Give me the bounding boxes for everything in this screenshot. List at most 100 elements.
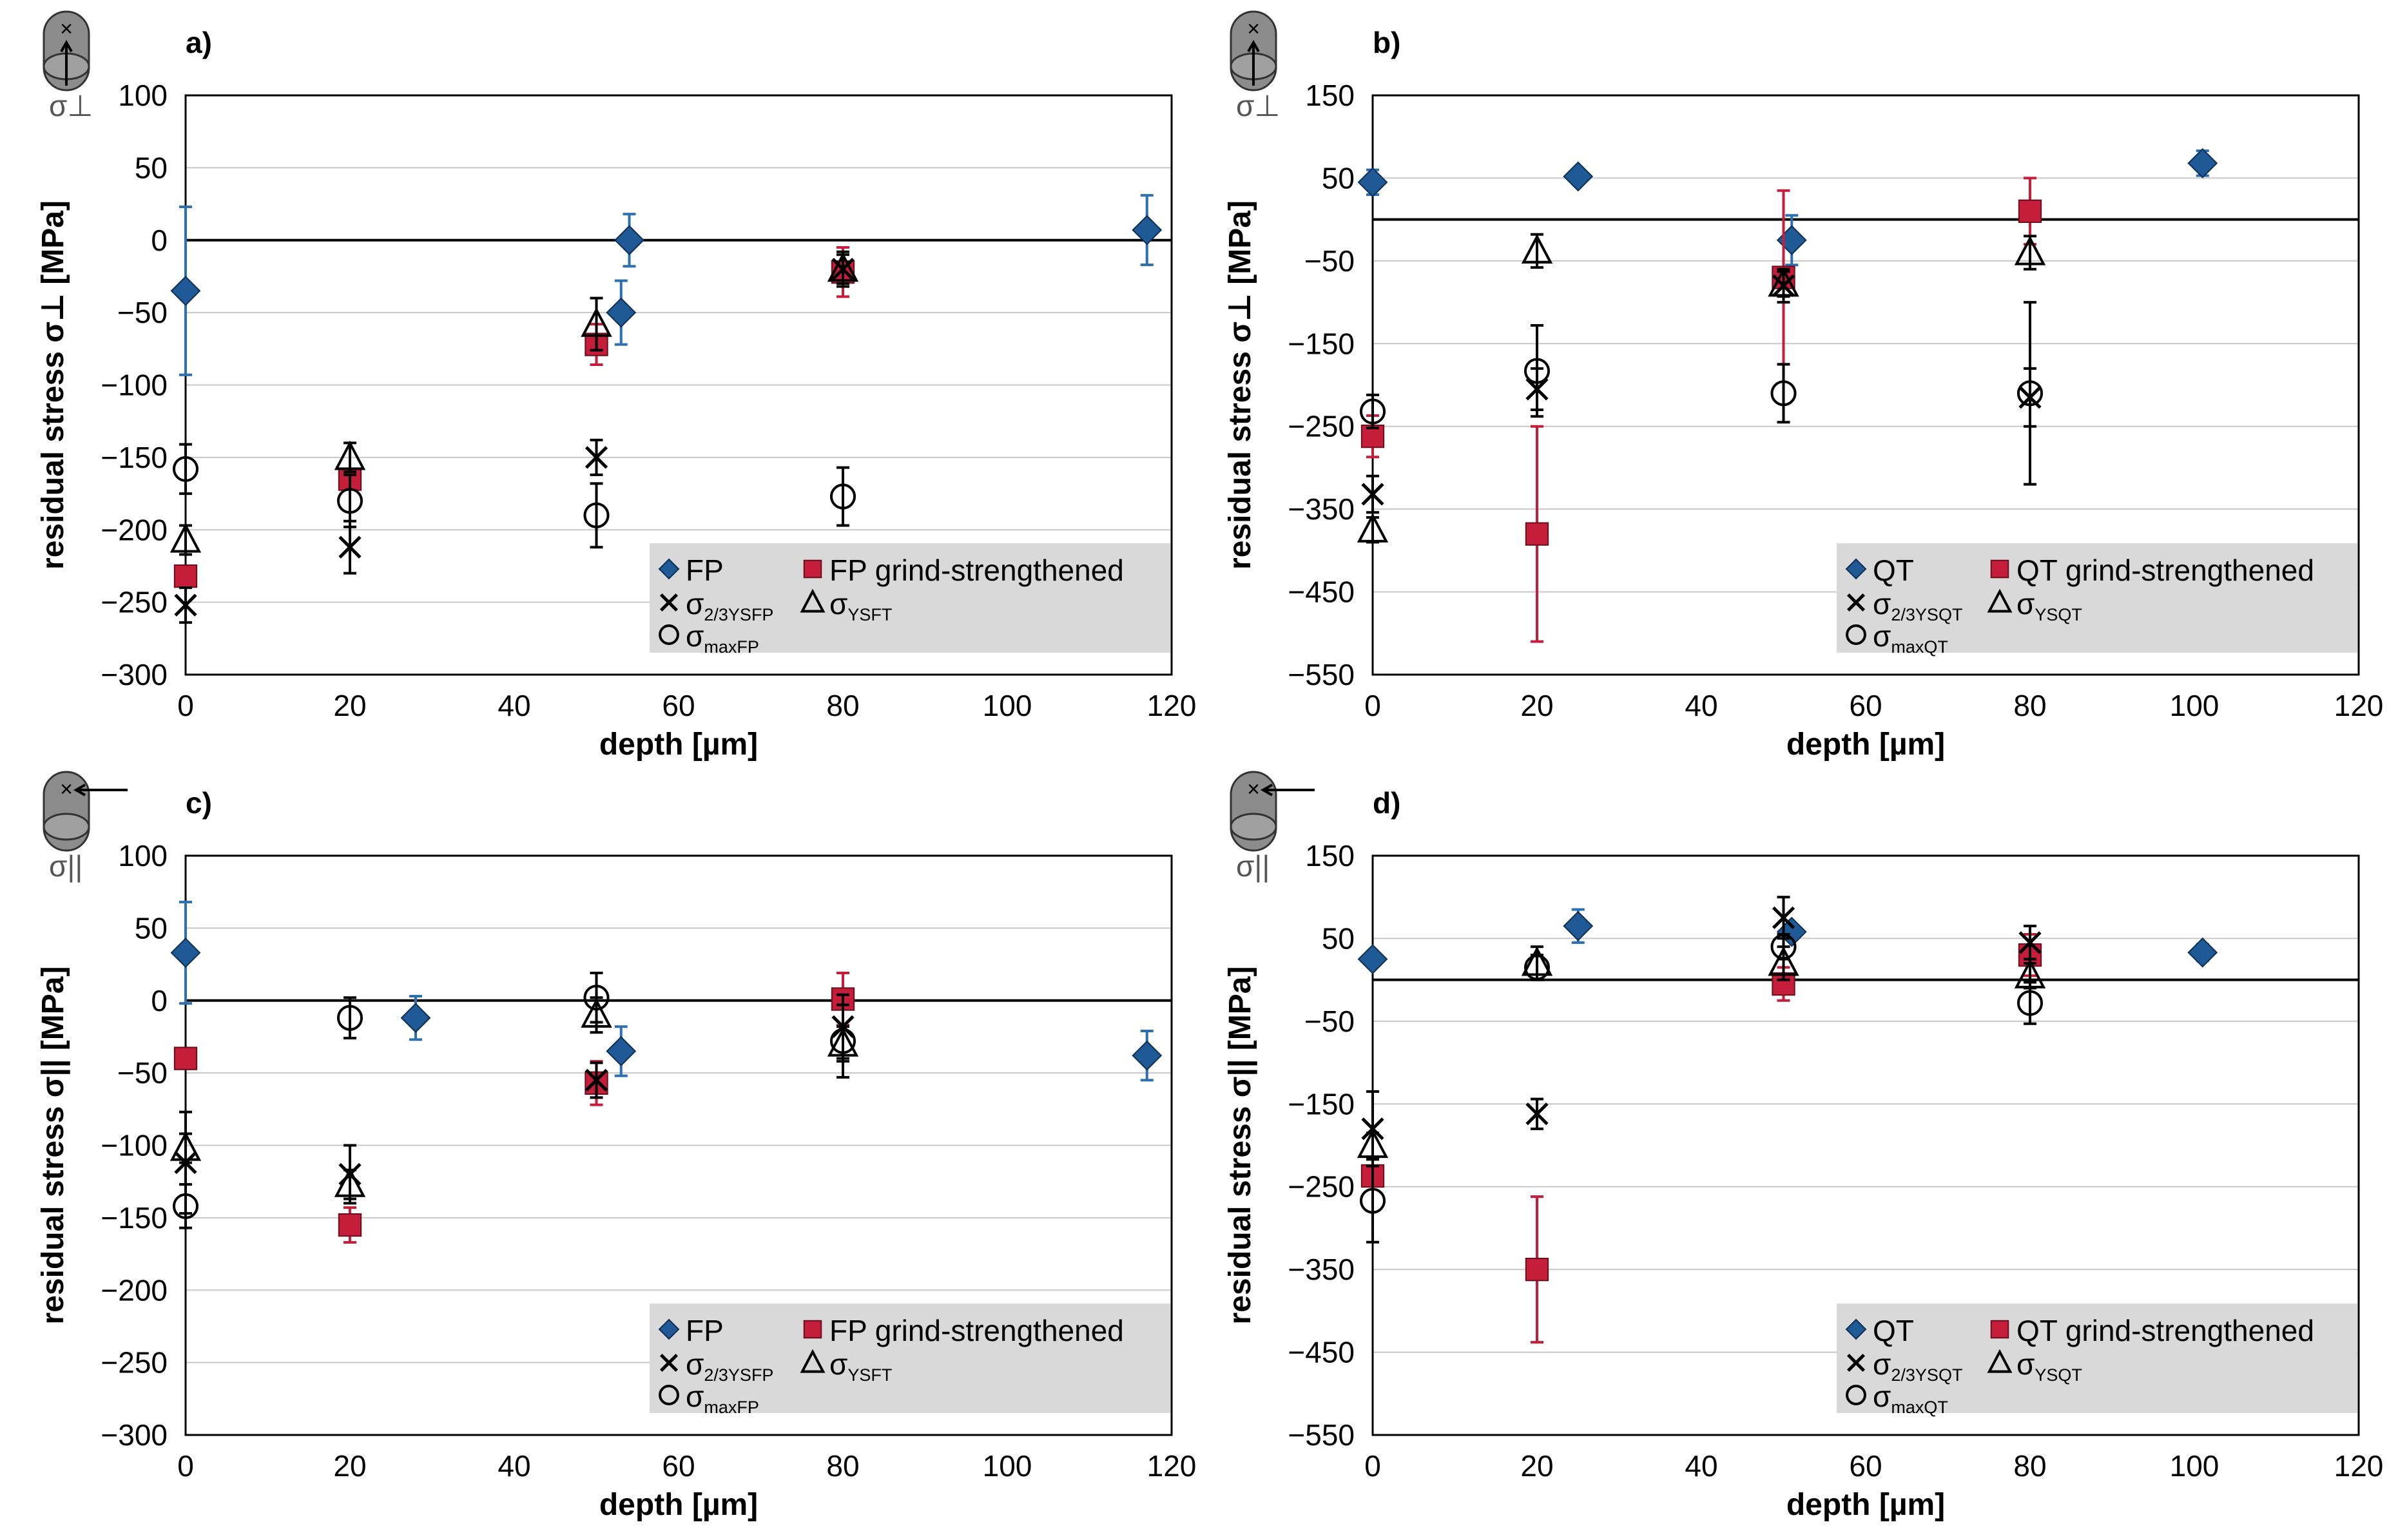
y-axis-title: residual stress σ⊥ [MPa]	[1223, 200, 1257, 570]
legend-label: σ2/3YSQT	[1873, 1347, 1962, 1385]
legend-label: σYSQT	[2016, 1347, 2082, 1385]
error-bar	[343, 996, 356, 1040]
y-tick-label: −450	[1288, 1336, 1355, 1369]
legend-label: FP grind-strengthened	[829, 1314, 1124, 1347]
x-tick-label: 80	[2013, 1449, 2046, 1483]
legend-background	[1837, 1304, 2357, 1413]
x-tick-label: 40	[1685, 1449, 1717, 1483]
data-point	[583, 502, 610, 528]
error-bar	[590, 972, 603, 1024]
x-axis-title: depth [µm]	[1786, 727, 1945, 762]
data-point	[614, 225, 644, 256]
x-tick-label: 20	[333, 689, 366, 722]
panel-label: d)	[1373, 786, 1400, 820]
x-tick-label: 100	[2170, 689, 2219, 722]
legend-background	[650, 543, 1170, 653]
legend: QT QT grind-strengthened σ2/3YSQT σYSQT σmax…	[1837, 543, 2357, 657]
specimen-end-face	[43, 813, 90, 841]
x-tick-label: 40	[498, 689, 530, 722]
chart-panel: × σ⊥ b) −550 −450 −350 −250 −150 −50 50 150 0 20 40 60…	[1223, 10, 2384, 762]
x-tick-label: 20	[1520, 689, 1553, 722]
y-tick-label: −150	[101, 441, 168, 474]
legend-marker	[1845, 1318, 1867, 1340]
specimen-cross-mark: ×	[1247, 17, 1260, 41]
legend-label: QT	[1873, 553, 1914, 587]
y-tick-label: −250	[1288, 410, 1355, 443]
y-tick-label: −50	[1304, 1005, 1355, 1038]
x-tick-label: 0	[177, 1449, 194, 1483]
y-tick-label: −350	[1288, 1253, 1355, 1286]
y-tick-label: −250	[101, 1346, 168, 1380]
legend-label: σmaxQT	[1873, 619, 1948, 657]
data-point	[1359, 1188, 1386, 1214]
data-point	[336, 488, 363, 514]
data-point	[338, 535, 362, 559]
series-diamond	[170, 194, 1163, 376]
data-point	[581, 997, 612, 1028]
data-point	[336, 1005, 363, 1031]
data-point	[338, 1213, 362, 1237]
series-triangle	[1357, 233, 2046, 544]
data-point	[581, 307, 612, 337]
legend-marker	[658, 558, 680, 580]
x-tick-label: 100	[2170, 1449, 2219, 1483]
y-tick-label: −50	[117, 296, 168, 329]
data-point	[2016, 990, 2044, 1016]
data-point	[1523, 358, 1551, 384]
legend: QT QT grind-strengthened σ2/3YSQT σYSQT σmax…	[1837, 1304, 2357, 1417]
data-point	[583, 985, 610, 1011]
y-axis-title: residual stress σ|| [MPa]	[36, 967, 70, 1325]
legend-label: QT	[1873, 1314, 1914, 1347]
x-tick-label: 80	[826, 689, 859, 722]
data-point	[1357, 512, 1389, 543]
legend-background	[1837, 543, 2357, 653]
data-point	[334, 440, 366, 470]
y-tick-label: −100	[101, 369, 168, 402]
data-point	[606, 297, 637, 328]
y-tick-label: −250	[101, 586, 168, 619]
y-axis-title: residual stress σ|| [MPa]	[1223, 967, 1257, 1325]
y-tick-label: 100	[118, 839, 168, 872]
x-tick-label: 120	[1147, 689, 1197, 722]
legend-marker	[659, 593, 679, 612]
specimen-cross-mark: ×	[60, 777, 73, 802]
error-bar	[2024, 301, 2036, 486]
legend-marker	[1987, 588, 2013, 613]
y-tick-label: −300	[101, 1418, 168, 1452]
series-circle	[1359, 933, 2044, 1244]
data-point	[172, 1193, 199, 1219]
legend-label: σ2/3YSFP	[686, 587, 773, 624]
x-tick-label: 60	[1849, 689, 1882, 722]
legend-label: σmaxQT	[1873, 1380, 1948, 1417]
legend-marker	[1987, 1349, 2013, 1373]
stress-direction-arrow-icon	[60, 39, 73, 86]
data-point	[606, 1035, 637, 1066]
legend-label: σmaxFP	[686, 619, 759, 657]
legend-label: FP	[686, 1314, 724, 1347]
x-tick-label: 120	[2334, 689, 2384, 722]
data-point	[400, 1003, 431, 1034]
legend-marker	[803, 1320, 822, 1339]
y-tick-label: −150	[1288, 327, 1355, 360]
specimen-cross-mark: ×	[1247, 777, 1260, 802]
data-point	[169, 1131, 202, 1161]
x-tick-label: 100	[983, 1449, 1032, 1483]
stress-symbol-label: σ||	[1236, 849, 1270, 883]
y-tick-label: 0	[151, 984, 168, 1017]
y-tick-label: −150	[1288, 1087, 1355, 1121]
data-point	[173, 1046, 198, 1070]
stress-symbol-label: σ⊥	[1236, 89, 1280, 122]
x-tick-label: 120	[2334, 1449, 2384, 1483]
data-point	[1523, 954, 1551, 981]
legend-label: σYSFT	[829, 1347, 892, 1385]
legend-marker	[1990, 559, 2009, 579]
legend-label: σmaxFP	[686, 1380, 759, 1417]
data-point	[1132, 1040, 1163, 1071]
data-point	[2014, 235, 2046, 265]
data-point	[172, 456, 199, 482]
data-point	[1357, 167, 1388, 198]
data-point	[829, 483, 856, 510]
error-bar	[836, 466, 849, 527]
panel-label: a)	[186, 26, 212, 59]
